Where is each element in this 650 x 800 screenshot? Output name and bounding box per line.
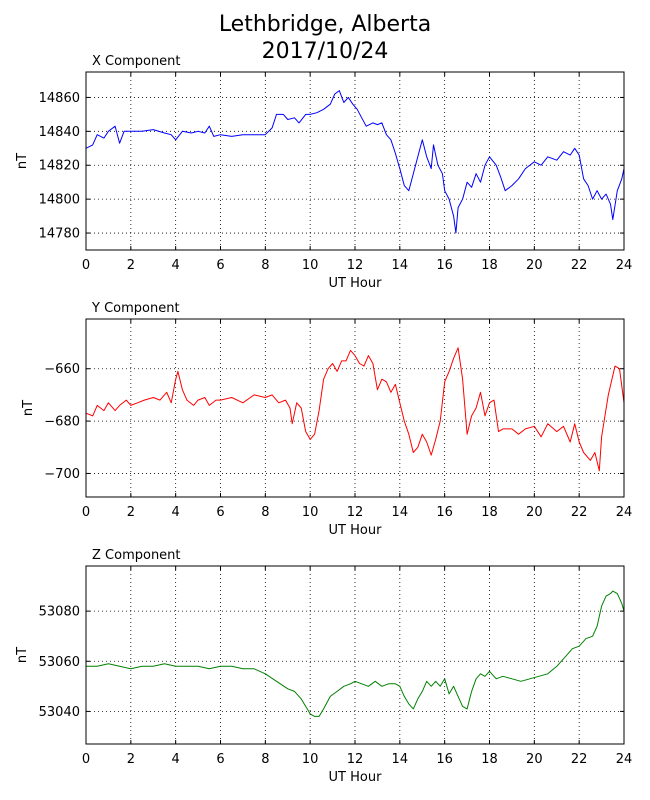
chart-panel-1: 0 2 4 6 8 10 12 14 16 18 20 22 241478014800148201484… — [15, 54, 632, 291]
x-tick-label: 10 — [302, 258, 319, 273]
x-tick-label: 6 — [216, 258, 224, 273]
x-tick-label: 2 — [127, 752, 135, 767]
x-tick-label: 16 — [436, 258, 453, 273]
y-tick-label: 53080 — [39, 605, 80, 620]
chart-title-line-1: Lethbridge, Alberta — [218, 12, 432, 37]
data-series-line — [86, 590, 625, 717]
x-tick-label: 18 — [481, 258, 498, 273]
x-tick-label: 14 — [392, 505, 409, 520]
data-series-line — [85, 347, 625, 472]
x-tick-label: 24 — [616, 752, 633, 767]
x-axis-label: UT Hour — [329, 276, 383, 291]
x-tick-label: 16 — [436, 752, 453, 767]
y-tick-label: 53040 — [39, 705, 80, 720]
y-tick-label: 53060 — [39, 655, 80, 670]
x-tick-label: 14 — [392, 258, 409, 273]
x-axis-label: UT Hour — [329, 523, 383, 538]
x-tick-label: 8 — [261, 505, 269, 520]
x-tick-label: 4 — [172, 505, 180, 520]
x-tick-label: 20 — [526, 258, 543, 273]
y-tick-label: 14820 — [39, 159, 80, 174]
x-tick-label: 22 — [571, 258, 588, 273]
y-tick-label: 14840 — [39, 125, 80, 140]
x-tick-label: 0 — [82, 505, 90, 520]
x-tick-label: 24 — [616, 258, 633, 273]
panel-title: Y Component — [91, 301, 180, 316]
x-tick-label: 10 — [302, 505, 319, 520]
y-tick-label: 14780 — [39, 227, 80, 242]
x-tick-label: 8 — [261, 258, 269, 273]
y-tick-label: 14860 — [39, 91, 80, 106]
x-tick-label: 20 — [526, 752, 543, 767]
y-tick-label: −660 — [44, 362, 80, 377]
x-tick-label: 12 — [347, 258, 364, 273]
x-tick-label: 6 — [216, 505, 224, 520]
y-tick-label: 14800 — [39, 193, 80, 208]
x-tick-label: 8 — [261, 752, 269, 767]
x-tick-label: 0 — [82, 258, 90, 273]
y-tick-label: −680 — [44, 415, 80, 430]
x-tick-label: 12 — [347, 752, 364, 767]
y-axis-label: nT — [15, 153, 30, 169]
x-tick-label: 6 — [216, 752, 224, 767]
panel-title: X Component — [92, 54, 181, 69]
y-tick-label: −700 — [44, 467, 80, 482]
x-tick-label: 20 — [526, 505, 543, 520]
x-tick-label: 2 — [127, 258, 135, 273]
x-tick-label: 18 — [481, 505, 498, 520]
panel-title: Z Component — [92, 548, 181, 563]
x-tick-label: 10 — [302, 752, 319, 767]
x-axis-label: UT Hour — [329, 770, 383, 785]
chart-title-line-2: 2017/10/24 — [261, 39, 389, 64]
x-tick-label: 16 — [436, 505, 453, 520]
y-axis-label: nT — [21, 400, 36, 416]
x-tick-label: 0 — [82, 752, 90, 767]
data-series-line — [85, 90, 625, 234]
x-tick-label: 24 — [616, 505, 633, 520]
x-tick-label: 4 — [172, 258, 180, 273]
y-axis-label: nT — [15, 647, 30, 663]
x-tick-label: 4 — [172, 752, 180, 767]
x-tick-label: 12 — [347, 505, 364, 520]
x-tick-label: 14 — [392, 752, 409, 767]
x-tick-label: 2 — [127, 505, 135, 520]
x-tick-label: 22 — [571, 505, 588, 520]
x-tick-label: 18 — [481, 752, 498, 767]
x-tick-label: 22 — [571, 752, 588, 767]
